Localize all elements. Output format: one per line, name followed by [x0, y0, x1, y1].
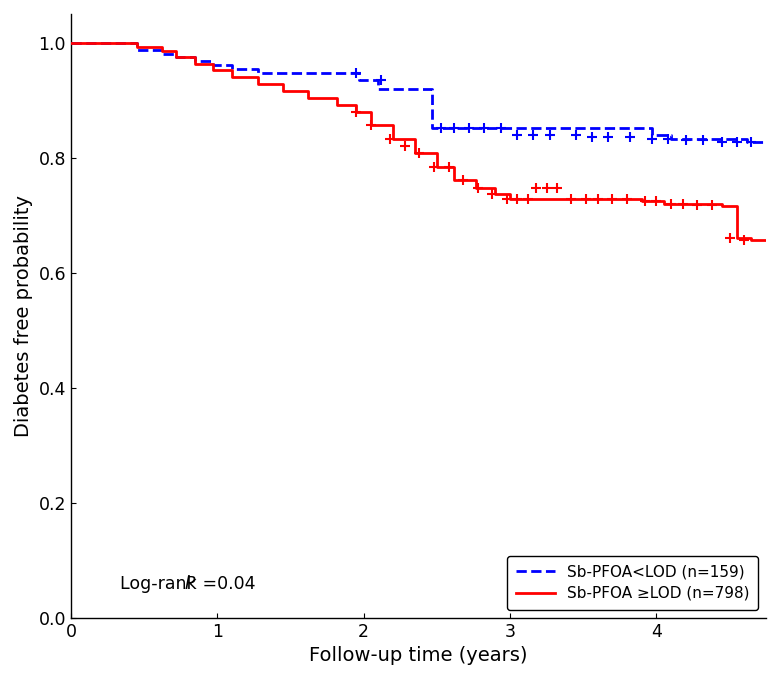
Y-axis label: Diabetes free probability: Diabetes free probability — [14, 195, 33, 437]
Text: Log-rank: Log-rank — [119, 576, 202, 593]
X-axis label: Follow-up time (years): Follow-up time (years) — [310, 646, 528, 665]
Text: =0.04: =0.04 — [197, 576, 255, 593]
Text: P: P — [184, 576, 195, 593]
Legend: Sb-PFOA<LOD (n=159), Sb-PFOA ≥LOD (n=798): Sb-PFOA<LOD (n=159), Sb-PFOA ≥LOD (n=798… — [507, 555, 758, 610]
